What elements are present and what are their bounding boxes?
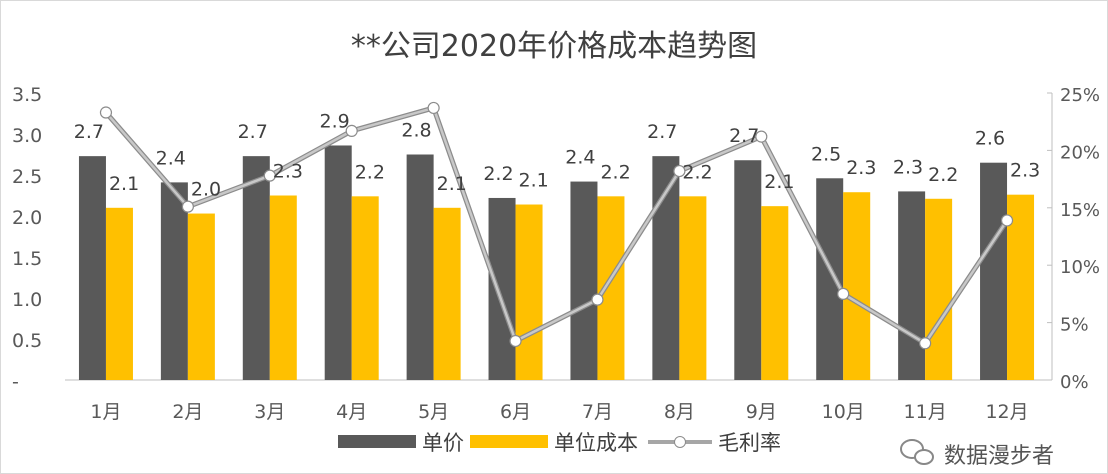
left-tick-label: 2.5 <box>12 166 42 188</box>
data-label-unit-cost: 2.2 <box>355 161 385 183</box>
bar-unit-price <box>406 154 434 380</box>
x-tick-label: 8月 <box>664 401 695 423</box>
left-tick-label: 3.5 <box>12 84 42 106</box>
margin-point <box>427 101 440 115</box>
data-label-unit-price: 2.3 <box>893 156 923 178</box>
legend-label-margin: 毛利率 <box>718 431 781 455</box>
margin-point <box>99 106 113 119</box>
left-tick-label: 1.5 <box>12 248 42 270</box>
x-tick-label: 11月 <box>904 401 947 423</box>
data-label-unit-cost: 2.1 <box>109 173 139 195</box>
bar-unit-cost <box>843 192 871 380</box>
bar-unit-price <box>734 160 762 380</box>
data-label-unit-price: 2.4 <box>156 147 186 169</box>
left-tick-label: - <box>12 371 19 393</box>
left-tick-label: 0.5 <box>12 330 42 352</box>
watermark-text: 数据漫步者 <box>944 444 1054 469</box>
data-label-unit-cost: 2.1 <box>764 171 794 193</box>
margin-point <box>755 130 768 143</box>
data-label-unit-cost: 2.2 <box>682 161 712 183</box>
left-tick-label: 1.0 <box>12 289 42 311</box>
data-label-unit-price: 2.8 <box>401 120 431 142</box>
bar-unit-cost <box>925 198 953 380</box>
data-label-unit-cost: 2.2 <box>928 164 958 186</box>
data-label-unit-cost: 2.1 <box>437 173 467 195</box>
x-tick-label: 5月 <box>418 401 449 423</box>
data-label-unit-price: 2.7 <box>74 121 104 143</box>
x-tick-label: 3月 <box>254 401 285 423</box>
watermark: 数据漫步者 <box>900 439 1054 469</box>
bar-unit-price <box>78 156 106 380</box>
bar-unit-price <box>816 178 844 380</box>
margin-line <box>105 106 1009 345</box>
data-label-unit-cost: 2.0 <box>191 179 221 201</box>
bar-unit-cost <box>187 213 215 380</box>
data-label-unit-price: 2.9 <box>319 110 349 132</box>
right-tick-label: 25% <box>1060 85 1100 106</box>
wechat-icon <box>900 439 934 465</box>
data-label-unit-price: 2.7 <box>647 121 677 143</box>
margin-point <box>181 200 194 213</box>
bar-unit-cost <box>597 196 625 380</box>
x-tick-label: 7月 <box>582 401 613 423</box>
data-label-unit-cost: 2.2 <box>600 161 630 183</box>
bar-unit-price <box>980 162 1008 380</box>
chart-title: **公司2020年价格成本趋势图 <box>351 29 757 64</box>
data-label-unit-price: 2.4 <box>565 147 595 169</box>
x-tick-label: 9月 <box>746 401 777 423</box>
x-tick-label: 4月 <box>336 401 367 423</box>
margin-point <box>837 287 850 300</box>
x-tick-label: 2月 <box>172 401 203 423</box>
bar-unit-cost <box>351 196 379 380</box>
data-label-unit-price: 2.6 <box>975 128 1005 150</box>
bar-unit-price <box>488 197 516 380</box>
right-tick-label: 15% <box>1060 200 1100 221</box>
margin-point <box>1000 214 1014 227</box>
data-label-unit-cost: 2.3 <box>846 157 876 179</box>
data-label-unit-price: 2.7 <box>729 125 759 147</box>
bar-unit-cost <box>269 195 297 380</box>
bar-unit-cost <box>515 204 543 380</box>
bar-unit-cost <box>761 206 789 380</box>
data-label-unit-cost: 2.1 <box>519 170 549 192</box>
margin-point <box>263 169 276 182</box>
left-tick-label: 3.0 <box>12 125 42 147</box>
margin-line-outline <box>104 105 1010 346</box>
margin-point <box>919 337 932 350</box>
margin-point <box>345 124 358 137</box>
margin-point <box>673 164 686 178</box>
data-label-unit-price: 2.2 <box>483 163 513 185</box>
right-tick-label: 20% <box>1060 142 1100 163</box>
right-tick-label: 10% <box>1060 257 1100 278</box>
x-tick-label: 12月 <box>985 401 1028 423</box>
bar-unit-cost <box>105 207 133 380</box>
bar-unit-price <box>570 181 598 380</box>
data-label-unit-cost: 2.3 <box>273 161 303 183</box>
bar-unit-cost <box>1007 194 1035 380</box>
bar-unit-cost <box>433 207 461 380</box>
x-tick-label: 10月 <box>822 401 865 423</box>
legend-swatch-unit-cost <box>470 435 548 448</box>
legend-label-unit-cost: 单位成本 <box>554 431 638 455</box>
legend-swatch-unit-price <box>338 435 416 448</box>
legend-marker-margin <box>674 436 686 448</box>
margin-point <box>509 334 522 348</box>
bar-unit-cost <box>679 196 707 380</box>
legend-label-unit-price: 单价 <box>422 431 464 455</box>
left-tick-label: 2.0 <box>12 207 42 229</box>
data-label-unit-cost: 2.3 <box>1010 160 1040 182</box>
bar-unit-price <box>160 182 188 380</box>
bar-unit-price <box>898 191 926 380</box>
x-tick-label: 6月 <box>500 401 531 423</box>
x-tick-label: 1月 <box>90 401 121 423</box>
right-tick-label: 0% <box>1060 372 1089 393</box>
bar-unit-price <box>324 145 352 380</box>
data-label-unit-price: 2.5 <box>811 143 841 165</box>
right-tick-label: 5% <box>1060 315 1089 336</box>
data-label-unit-price: 2.7 <box>238 121 268 143</box>
margin-point <box>591 293 604 306</box>
bar-unit-price <box>242 156 270 380</box>
